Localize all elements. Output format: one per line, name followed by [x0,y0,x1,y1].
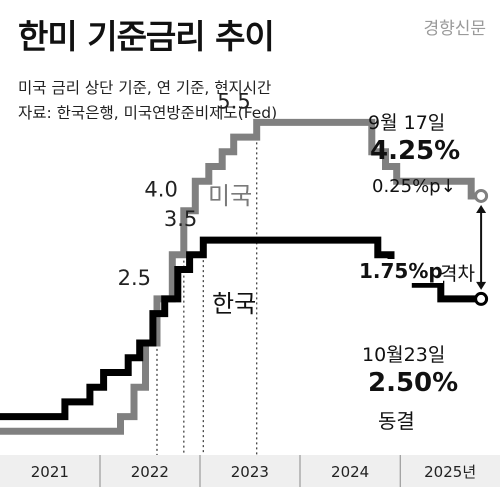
us-date-label: 9월 17일 [368,112,446,134]
publisher-logo: 경향신문 [423,19,486,39]
series-label-korea: 한국 [212,290,257,318]
korea-date-label: 10월23일 [362,344,446,366]
x-tick-label: 2024 [331,463,369,481]
chart-subtitle: 미국 금리 상단 기준, 연 기준, 현지시간 [18,79,272,97]
chart-title: 한미 기준금리 추이 [18,17,275,56]
korea-rate-label: 2.50% [368,368,459,398]
x-tick-label: 2021 [31,463,69,481]
x-axis-band [0,455,500,487]
gap-value-label: 1.75%p [359,259,443,283]
us-end-marker [474,188,489,203]
gap-arrow-head-up [476,204,487,213]
value-label: 2.5 [118,266,151,290]
us-change-label: 0.25%p↓ [372,176,456,197]
value-label: 3.5 [164,207,197,231]
us-rate-label: 4.25% [370,136,461,166]
series-line-us [0,118,482,435]
value-labels: 2.5 4.0 3.5 5.5 [118,89,251,290]
gap-caption-label: 격차 [440,263,475,285]
gap-arrow-head-down [476,281,487,290]
korea-end-marker [474,291,489,306]
chart-source: 자료: 한국은행, 미국연방준비제도(Fed) [18,104,278,122]
series-label-us: 미국 [208,182,253,210]
value-label: 4.0 [144,178,177,202]
x-axis-tick-labels: 2021 2022 2023 2024 2025년 [31,463,476,481]
x-tick-label: 2025년 [424,463,476,481]
x-axis-ticks [99,455,401,487]
x-tick-label: 2023 [231,463,269,481]
korea-change-label: 동결 [378,409,415,433]
x-tick-label: 2022 [131,463,169,481]
gap-arrow [476,204,487,290]
value-label: 5.5 [217,89,250,113]
